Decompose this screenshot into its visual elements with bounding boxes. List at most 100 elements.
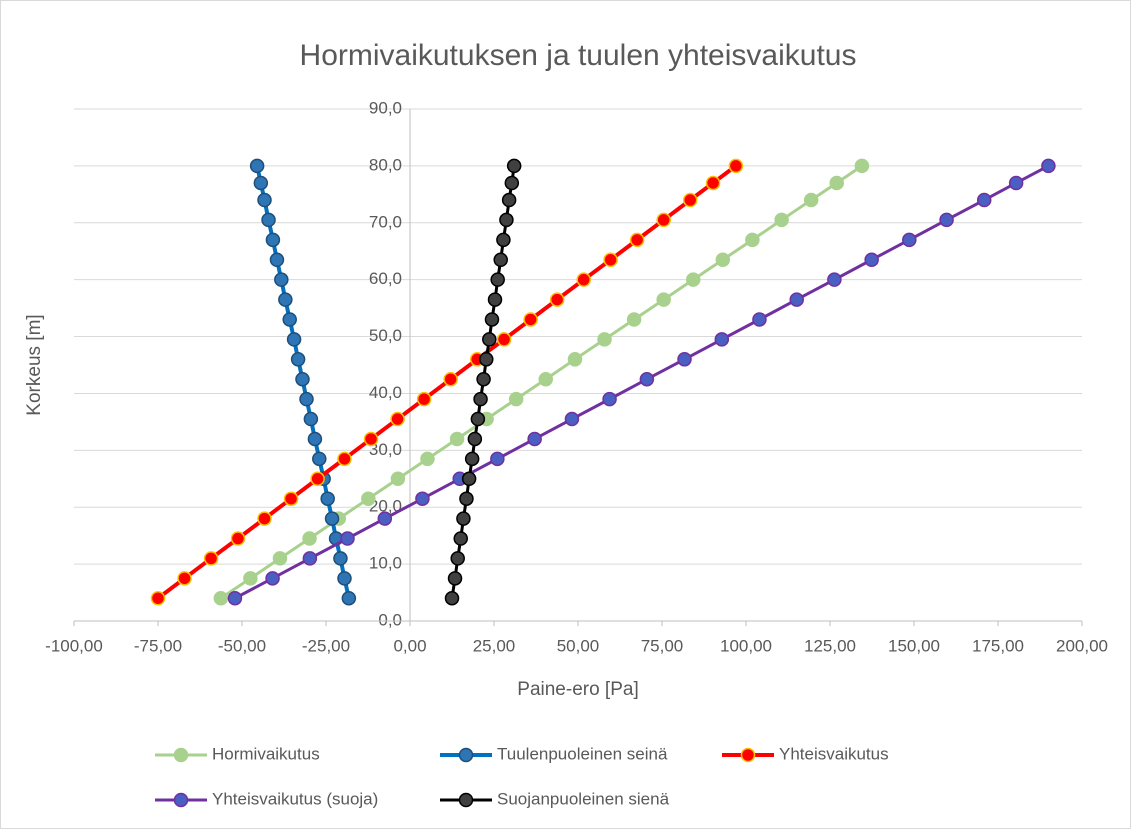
marker [626,312,642,327]
marker [361,491,376,506]
x-tick-label: 200,00 [1056,636,1108,655]
x-tick-label: 0,00 [393,636,426,655]
chart-title: Hormivaikutuksen ja tuulen yhteisvaikutu… [300,39,857,72]
marker [278,292,293,307]
marker [482,332,497,347]
marker [177,571,192,586]
marker [302,531,317,546]
marker [341,590,357,606]
marker [549,292,565,307]
marker [310,471,325,487]
x-axis-label: Paine-ero [Pa] [517,679,638,700]
y-tick-label: 60,0 [369,269,402,288]
marker [307,431,323,447]
marker [493,252,508,268]
x-tick-label: -25,00 [302,636,350,655]
marker [484,312,500,327]
marker [420,451,435,467]
legend-label: Yhteisvaikutus (suoja) [212,789,378,808]
y-tick-label: 20,0 [369,497,402,516]
marker [576,272,591,287]
y-axis-label: Korkeus [m] [24,314,45,415]
marker [443,371,458,387]
x-tick-label: 150,00 [888,636,940,655]
marker [827,272,842,287]
marker [302,551,318,566]
legend-marker [173,792,189,808]
marker [243,571,258,586]
marker [150,590,166,606]
marker [257,511,272,526]
marker [324,511,340,526]
marker [459,491,474,506]
marker [444,590,460,606]
marker [450,551,465,566]
marker [538,371,553,387]
x-tick-label: -75,00 [134,636,182,655]
marker [567,352,583,367]
x-tick-label: 75,00 [641,636,684,655]
marker [499,212,514,228]
y-tick-label: 10,0 [369,554,402,573]
marker [415,491,430,506]
marker [745,232,760,248]
marker [320,491,335,506]
marker [473,391,488,407]
legend-item: Yhteisvaikutus (suoja) [155,789,378,808]
marker [333,551,348,566]
marker [470,411,486,427]
marker [416,391,432,407]
marker [705,175,721,191]
legend-item: Yhteisvaikutus [722,744,889,763]
marker [829,175,844,191]
marker [685,272,701,287]
marker [337,571,352,586]
legend-marker [740,747,756,763]
y-tick-label: 70,0 [369,212,402,231]
x-tick-label: 125,00 [804,636,856,655]
marker [363,431,379,447]
marker [272,551,288,566]
marker [456,511,471,526]
marker [728,158,744,174]
marker [496,332,512,347]
marker [295,371,310,387]
marker [487,292,503,307]
marker [603,252,618,268]
marker [290,352,306,367]
marker [269,252,285,268]
marker [504,175,520,191]
marker [213,590,229,606]
marker [461,471,477,487]
marker [261,212,276,228]
marker [449,431,465,447]
y-tick-label: 90,0 [369,98,402,117]
marker [564,411,580,427]
y-tick-label: 0,0 [378,610,402,629]
marker [976,192,992,208]
marker [774,212,789,228]
marker [1041,158,1056,174]
legend-item: Suojanpuoleinen sienä [440,789,670,808]
marker [274,272,289,287]
marker [312,451,327,467]
legend-label: Suojanpuoleinen sienä [497,789,670,808]
marker [303,411,319,427]
x-tick-label: 50,00 [557,636,600,655]
marker [527,431,542,447]
y-tick-label: 30,0 [369,440,402,459]
marker [340,531,355,546]
legend-marker [173,747,189,763]
marker [230,531,246,546]
marker [299,391,314,407]
marker [508,391,524,407]
legend-marker [458,747,474,763]
legend-label: Yhteisvaikutus [779,744,889,763]
marker [286,332,302,347]
marker [677,352,692,367]
marker [1008,175,1024,191]
marker [464,451,480,467]
marker [629,232,645,248]
